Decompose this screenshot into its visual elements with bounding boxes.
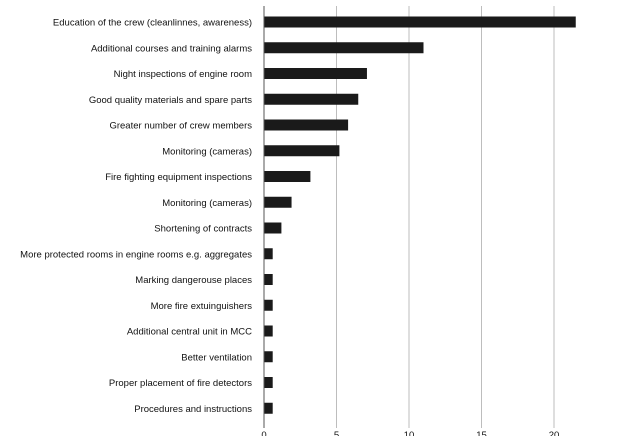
- category-label: Additional central unit in MCC: [127, 327, 252, 338]
- bar: [264, 171, 311, 182]
- bar: [264, 274, 273, 285]
- bar: [264, 119, 349, 131]
- category-label: Monitoring (cameras): [162, 198, 252, 209]
- bar: [264, 351, 273, 363]
- category-label: Additional courses and training alarms: [91, 43, 252, 54]
- x-tick-label: 20: [549, 430, 560, 436]
- bars: [264, 16, 576, 414]
- category-label: Fire fighting equipment inspections: [105, 172, 252, 183]
- bar: [264, 93, 359, 105]
- bar: [264, 325, 273, 337]
- bar: [264, 248, 273, 260]
- category-label: Good quality materials and spare parts: [89, 95, 252, 106]
- bar: [264, 222, 282, 234]
- x-tick-label: 5: [334, 430, 339, 436]
- category-label: Proper placement of fire detectors: [109, 378, 252, 389]
- x-tick-label: 15: [476, 430, 487, 436]
- category-label: Marking dangerouse places: [135, 275, 252, 286]
- bar: [264, 16, 576, 28]
- bar: [264, 402, 273, 414]
- category-label: Education of the crew (cleanlinnes, awar…: [53, 18, 252, 29]
- bar: [264, 377, 273, 388]
- bar: [264, 196, 292, 208]
- x-tick-label: 0: [261, 430, 266, 436]
- category-label: More protected rooms in engine rooms e.g…: [20, 249, 252, 260]
- category-label: Greater number of crew members: [109, 121, 252, 132]
- bar: [264, 299, 273, 311]
- gridlines: [336, 6, 555, 428]
- x-tick-label: 10: [404, 430, 415, 436]
- category-label: Shortening of contracts: [154, 224, 252, 235]
- category-labels: Education of the crew (cleanlinnes, awar…: [20, 18, 252, 415]
- category-label: Night inspections of engine room: [114, 69, 252, 80]
- category-label: Monitoring (cameras): [162, 146, 252, 157]
- category-label: Better ventilation: [181, 352, 252, 363]
- category-label: Procedures and instructions: [134, 404, 252, 415]
- bar: [264, 42, 424, 54]
- category-label: More fire extuinguishers: [151, 301, 253, 312]
- bar: [264, 145, 340, 157]
- x-tick-labels: 0 5 10 15 20: [261, 430, 559, 436]
- bar: [264, 68, 367, 79]
